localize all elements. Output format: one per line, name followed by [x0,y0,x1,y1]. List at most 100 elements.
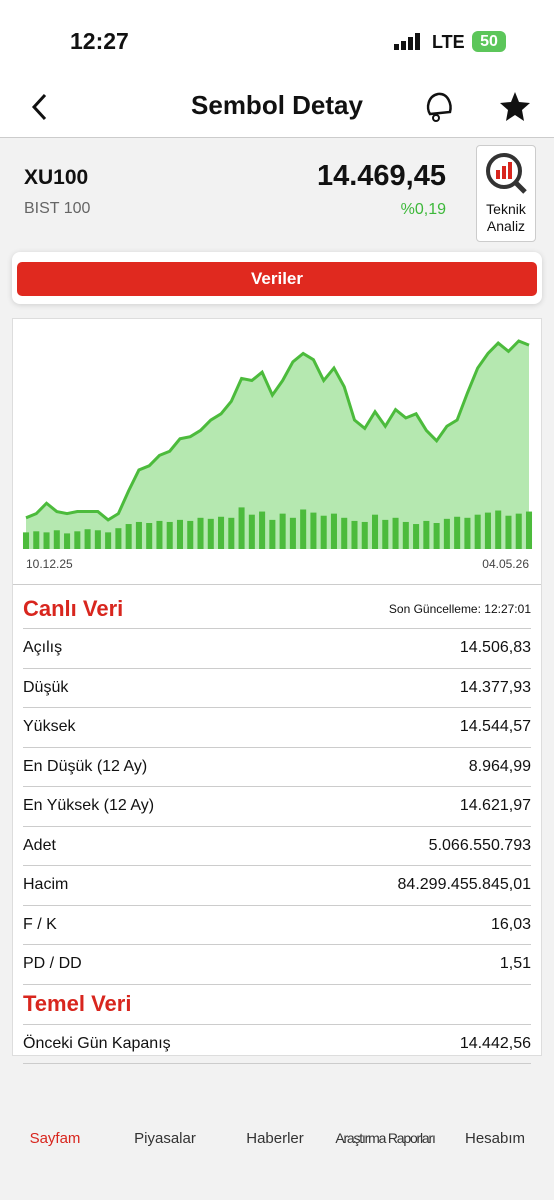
volume-bar [197,517,204,549]
volume-bar [74,531,81,549]
nav-item[interactable]: Hesabım [464,1130,526,1147]
header-title: Sembol Detay [191,90,363,120]
data-row: Adet 5.066.550.793 [23,827,531,866]
area [26,341,529,549]
volume-bar [53,530,60,549]
volume-bar [402,521,409,549]
volume-bar [43,532,50,549]
volume-bar [105,532,112,549]
analysis-icon [486,153,527,194]
row-value: 5.066.550.793 [428,836,531,854]
tab-card: Veriler [12,252,542,304]
data-row: Düşük 14.377,93 [23,669,531,708]
volume-bar [413,524,420,549]
volume-bar [423,520,430,549]
volume-bar [484,512,491,549]
row-value: 84.299.455.845,01 [397,876,531,894]
volume-bar [115,528,122,549]
volume-bar [238,507,245,549]
row-label: Hacim [23,876,69,894]
updated: Son Güncelleme: 12:27:01 [388,601,531,616]
row-label: Önceki Gün Kapanış [23,1034,171,1052]
volume-bar [166,521,173,549]
section-title: Canlı Veri [23,595,124,621]
row-value: 1,51 [499,955,531,973]
volume-bar [433,523,440,549]
row-value: 14.544,57 [459,718,531,736]
change: %0,19 [400,201,446,218]
volume-bar [474,514,481,549]
data-row: PD / DD 1,51 [23,945,531,985]
row-label: F / K [23,915,57,933]
volume-bar [218,516,225,549]
row-label: En Yüksek (12 Ay) [23,797,155,815]
button-label: Teknik Analiz [486,201,526,234]
volume-bar [259,511,266,549]
technical-analysis-button[interactable]: Teknik Analiz [476,145,536,242]
volume-bar [22,532,30,549]
volume-bar [269,519,276,549]
divider [0,137,554,138]
x-tick-label: 10.12.25 [26,557,73,571]
volume-bar [156,520,163,549]
volume-bar [443,518,450,549]
nav-item[interactable]: Haberler [246,1130,304,1147]
data-row: Açılış 14.506,83 [23,629,531,669]
data-table: Canlı Veri Son Güncelleme: 12:27:01 Açılış… [13,585,541,1064]
back-button[interactable] [28,92,52,122]
data-row: Önceki Gün Kapanış 14.442,56 [23,1025,531,1064]
row-label: Açılış [23,639,63,657]
volume-bar [228,517,235,549]
volume-bar [525,511,533,549]
section-title: Temel Veri [23,991,132,1016]
volume-bar [207,518,214,549]
x-tick-label: 04.05.26 [482,557,529,571]
volume-bar [505,515,512,549]
volume-bar [382,519,389,549]
volume-bar [351,520,358,549]
volume-bar [320,515,327,549]
row-label: Düşük [23,678,69,696]
row-value: 14.621,97 [459,797,531,815]
volume-bar [94,530,101,549]
volume-bar [64,533,71,549]
tab-button[interactable]: Veriler [17,262,537,296]
favorite-button[interactable] [498,90,532,124]
alarm-button[interactable] [422,88,456,124]
section-header: Canlı Veri Son Güncelleme: 12:27:01 [23,589,531,629]
data-row: Yüksek 14.544,57 [23,708,531,748]
volume-bar [84,529,91,549]
volume-bar [125,524,132,549]
time: 12:27 [70,28,129,54]
volume-bar [341,517,348,549]
row-label: Yüksek [23,718,76,736]
price: 14.469,45 [316,160,446,192]
line [25,339,530,522]
row-value: 8.964,99 [468,757,531,775]
volume-bar [372,514,379,549]
symbol-name: BIST 100 [24,200,91,217]
volume-bar [495,510,502,549]
nav-item[interactable]: Piyasalar [134,1130,196,1147]
row-value: 14.506,83 [459,639,531,657]
volume-bar [361,521,368,549]
volume-bar [289,517,296,549]
section-header: Temel Veri [23,985,531,1025]
network: LTE [432,32,465,52]
data-row: Hacim 84.299.455.845,01 [23,866,531,906]
volume-bar [176,519,183,549]
volume-bar [187,520,194,549]
volume-bar [135,521,142,549]
top-area [0,0,554,137]
signal [394,33,420,50]
row-label: PD / DD [23,955,82,973]
volume-bar [146,523,153,549]
volume-bar [515,513,522,549]
row-value: 14.377,93 [459,678,531,696]
row-value: 16,03 [490,915,531,933]
nav-item[interactable]: Sayfam [29,1130,81,1147]
volume-bar [300,509,307,549]
data-row: F / K 16,03 [23,906,531,945]
chart: 10.12.25 04.05.26 [13,339,541,585]
nav-item[interactable]: Araştırma Raporları [335,1130,436,1146]
